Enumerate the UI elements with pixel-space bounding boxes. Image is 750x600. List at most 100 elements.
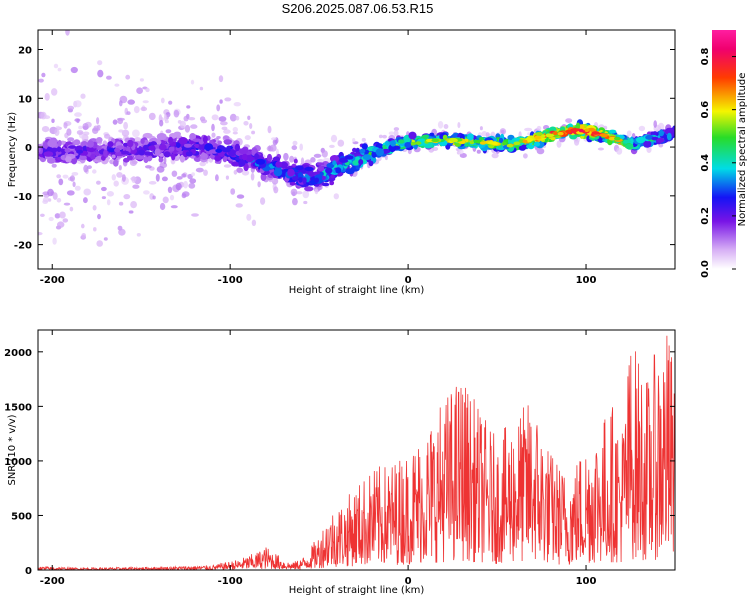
ridge-cell	[649, 131, 657, 136]
noise-cell	[459, 153, 467, 158]
noise-cell	[188, 182, 196, 189]
noise-cell	[382, 134, 387, 139]
snr-x-axis-label: Height of straight line (km)	[289, 585, 425, 596]
noise-cell	[80, 93, 86, 99]
noise-cell	[565, 118, 573, 123]
ridge-cell	[94, 150, 100, 157]
noise-cell	[267, 125, 272, 134]
noise-cell	[188, 117, 196, 121]
heatmap-y-tick-label: 0	[25, 143, 32, 154]
ridge-cell	[73, 139, 81, 146]
ridge-cell	[57, 146, 62, 153]
noise-cell	[333, 193, 339, 200]
ridge-cell	[345, 155, 354, 160]
ridge-peak-cell	[608, 136, 617, 141]
noise-cell	[140, 106, 148, 112]
colorbar-tick-label: 0.2	[700, 207, 711, 225]
noise-cell	[183, 115, 189, 122]
noise-cell	[215, 174, 219, 182]
noise-cell	[236, 167, 244, 173]
ridge-cell	[273, 168, 283, 177]
ridge-cell	[578, 124, 585, 131]
ridge-peak-cell	[584, 128, 590, 132]
noise-cell	[66, 128, 72, 136]
noise-cell	[352, 138, 356, 143]
noise-cell	[129, 159, 137, 166]
ridge-cell	[64, 148, 71, 153]
noise-cell	[181, 173, 187, 178]
noise-cell	[169, 194, 175, 201]
noise-cell	[199, 86, 204, 91]
ridge-cell	[266, 153, 273, 162]
noise-cell	[479, 126, 483, 131]
heatmap-x-tick-label: 100	[576, 275, 597, 286]
noise-cell	[653, 120, 657, 128]
snr-y-tick-label: 0	[25, 566, 32, 577]
ridge-cell	[361, 143, 368, 150]
noise-cell	[597, 147, 605, 151]
noise-cell	[41, 126, 50, 133]
ridge-cell	[608, 129, 617, 134]
ridge-cell	[171, 153, 176, 161]
noise-cell	[96, 180, 101, 185]
noise-cell	[111, 174, 117, 181]
noise-cell	[361, 137, 366, 142]
noise-cell	[123, 194, 131, 200]
ridge-cell	[314, 177, 320, 183]
noise-cell	[295, 191, 303, 195]
noise-cell	[290, 188, 298, 196]
noise-cell	[299, 143, 304, 151]
noise-cell	[104, 133, 111, 139]
ridge-cell	[238, 148, 248, 155]
noise-cell	[81, 223, 85, 229]
page-title: S206.2025.087.06.53.R15	[281, 1, 434, 16]
noise-cell	[393, 130, 399, 137]
noise-cell	[114, 83, 120, 87]
ridge-cell	[623, 139, 631, 144]
ridge-cell	[178, 137, 188, 145]
noise-cell	[116, 172, 123, 178]
ridge-peak-cell	[506, 143, 514, 148]
noise-cell	[74, 118, 81, 122]
noise-cell	[232, 131, 238, 135]
noise-cell	[155, 173, 160, 182]
ridge-cell	[122, 142, 129, 147]
ridge-cell	[238, 159, 246, 167]
ridge-cell	[154, 148, 161, 156]
ridge-cell	[651, 136, 659, 141]
ridge-cell	[272, 156, 281, 163]
noise-cell	[232, 126, 238, 133]
ridge-cell	[643, 140, 652, 148]
ridge-cell	[352, 159, 360, 166]
noise-cell	[101, 186, 107, 192]
noise-cell	[145, 87, 150, 93]
ridge-cell	[415, 141, 422, 145]
ridge-cell	[404, 142, 412, 148]
ridge-peak-cell	[450, 138, 458, 143]
noise-cell	[191, 213, 199, 217]
noise-cell	[183, 180, 189, 189]
ridge-cell	[204, 143, 214, 152]
heatmap-y-axis-label: Frequency (Hz)	[7, 112, 18, 188]
noise-cell	[83, 197, 88, 204]
noise-cell	[81, 233, 86, 239]
noise-cell	[313, 153, 322, 158]
noise-cell	[78, 125, 83, 130]
ridge-cell	[498, 137, 504, 143]
noise-cell	[136, 87, 144, 94]
ridge-peak-cell	[502, 141, 507, 146]
noise-cell	[161, 176, 168, 182]
ridge-cell	[302, 177, 307, 185]
noise-cell	[156, 166, 165, 173]
noise-cell	[76, 130, 84, 135]
snr-y-tick-label: 2000	[4, 348, 32, 359]
ridge-cell	[375, 148, 384, 157]
noise-cell	[118, 228, 126, 236]
noise-cell	[97, 69, 104, 78]
noise-cell	[52, 237, 57, 245]
noise-cell	[247, 115, 251, 121]
noise-cell	[300, 157, 305, 166]
ridge-cell	[156, 133, 167, 140]
noise-cell	[485, 132, 490, 138]
noise-cell	[74, 100, 82, 108]
